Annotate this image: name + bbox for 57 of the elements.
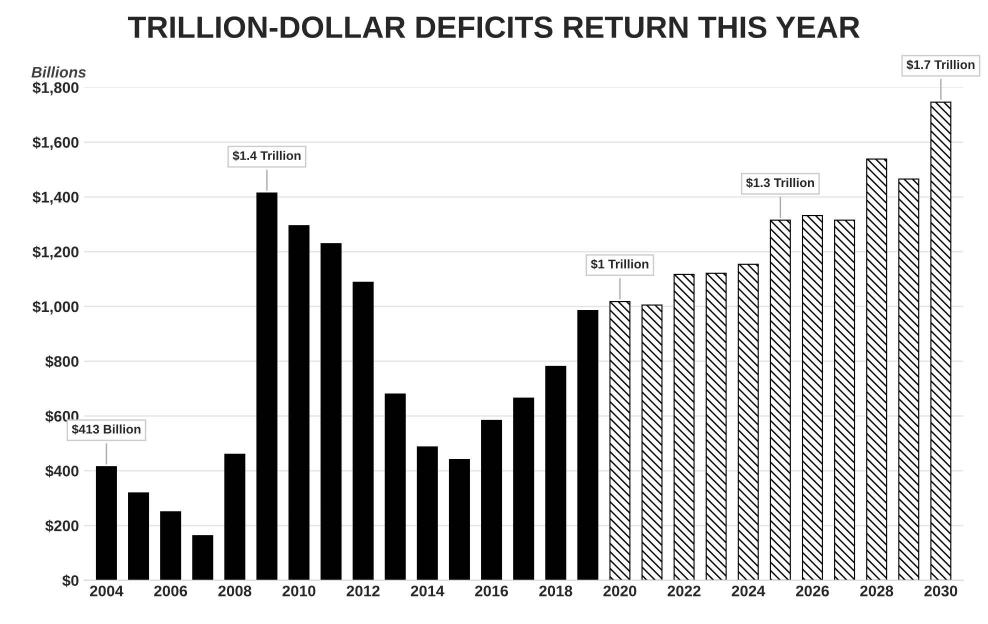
y-tick-label: $1,000: [32, 300, 78, 314]
bar: [513, 398, 534, 580]
bar: [96, 466, 117, 580]
bar: [898, 178, 920, 580]
bar: [930, 102, 952, 580]
y-tick-label: $1,200: [32, 246, 78, 260]
bar: [481, 420, 502, 580]
y-tick-label: $200: [45, 520, 78, 532]
x-tick-label: 2014: [410, 586, 444, 596]
x-tick-label: 2028: [860, 586, 894, 596]
bar: [802, 214, 823, 580]
bar: [416, 446, 438, 580]
annotation: $1 Trillion: [590, 259, 648, 270]
bar: [674, 274, 695, 580]
y-tick-label: $400: [45, 464, 78, 478]
y-tick-label: $1,400: [32, 191, 78, 205]
x-tick-label: 2030: [924, 586, 958, 596]
annotation: $1.4 Trillion: [232, 150, 301, 161]
y-tick-label: $0: [62, 574, 78, 587]
bar: [770, 220, 791, 580]
annotation: $413 Billion: [72, 424, 140, 434]
x-tick-label: 2024: [732, 586, 766, 596]
x-tick-label: 2010: [282, 586, 316, 596]
bar: [448, 458, 470, 580]
chart-title: TRILLION-DOLLAR DEFICITS RETURN THIS YEAR: [128, 16, 860, 38]
x-tick-label: 2016: [475, 586, 508, 596]
bar: [256, 192, 278, 580]
bar: [128, 492, 150, 580]
bar: [577, 310, 598, 580]
bar: [160, 511, 182, 580]
bar: [609, 300, 630, 580]
x-tick-label: 2008: [218, 586, 252, 596]
bar: [866, 158, 888, 580]
bar: [545, 366, 566, 580]
y-axis-title: Billions: [31, 66, 86, 78]
bar: [384, 394, 406, 580]
y-tick-label: $1,800: [32, 82, 78, 96]
bar: [288, 225, 310, 580]
bar: [642, 304, 663, 580]
bar: [834, 220, 856, 580]
bar: [352, 282, 374, 580]
x-tick-label: 2018: [539, 586, 572, 596]
bar: [224, 454, 246, 580]
x-tick-label: 2022: [668, 586, 700, 596]
annotation: $1.7 Trillion: [906, 60, 974, 70]
y-tick-label: $1,600: [32, 136, 78, 150]
y-tick-label: $800: [45, 355, 78, 368]
x-tick-label: 2026: [796, 586, 829, 596]
bar: [738, 264, 759, 580]
x-tick-label: 2006: [154, 586, 188, 596]
bar: [320, 243, 342, 580]
bar: [706, 272, 727, 580]
x-tick-label: 2004: [90, 586, 124, 596]
annotation: $1.3 Trillion: [746, 178, 814, 188]
bar: [192, 535, 214, 580]
x-tick-label: 2020: [603, 586, 636, 596]
x-tick-label: 2012: [346, 586, 380, 596]
